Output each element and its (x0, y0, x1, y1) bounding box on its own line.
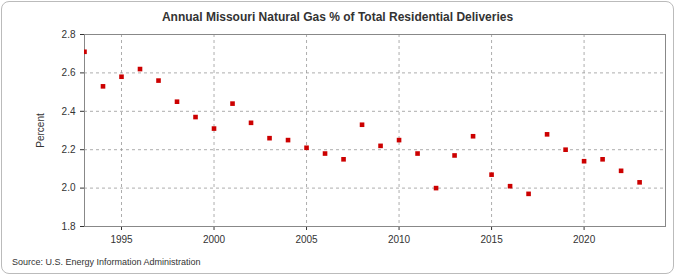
html-text:Annual Missouri Natural Gas %: Annual Missouri Natural Gas % of Total R… (161, 10, 514, 24)
svg-text:2.8: 2.8 (62, 29, 76, 40)
svg-text:2000: 2000 (203, 234, 226, 245)
svg-text:2020: 2020 (573, 234, 596, 245)
svg-text:2005: 2005 (295, 234, 318, 245)
svg-text:2.2: 2.2 (62, 144, 76, 155)
svg-text:2.4: 2.4 (62, 106, 76, 117)
svg-text:Percent: Percent (35, 113, 46, 148)
svg-text:2.6: 2.6 (62, 67, 76, 78)
html-text:Source: U.S. Energy Informatio: Source: U.S. Energy Information Administ… (12, 257, 201, 267)
svg-text:1995: 1995 (110, 234, 133, 245)
svg-text:2010: 2010 (388, 234, 411, 245)
svg-text:1.8: 1.8 (62, 221, 76, 232)
svg-text:2.0: 2.0 (62, 182, 76, 193)
svg-text:2015: 2015 (480, 234, 503, 245)
